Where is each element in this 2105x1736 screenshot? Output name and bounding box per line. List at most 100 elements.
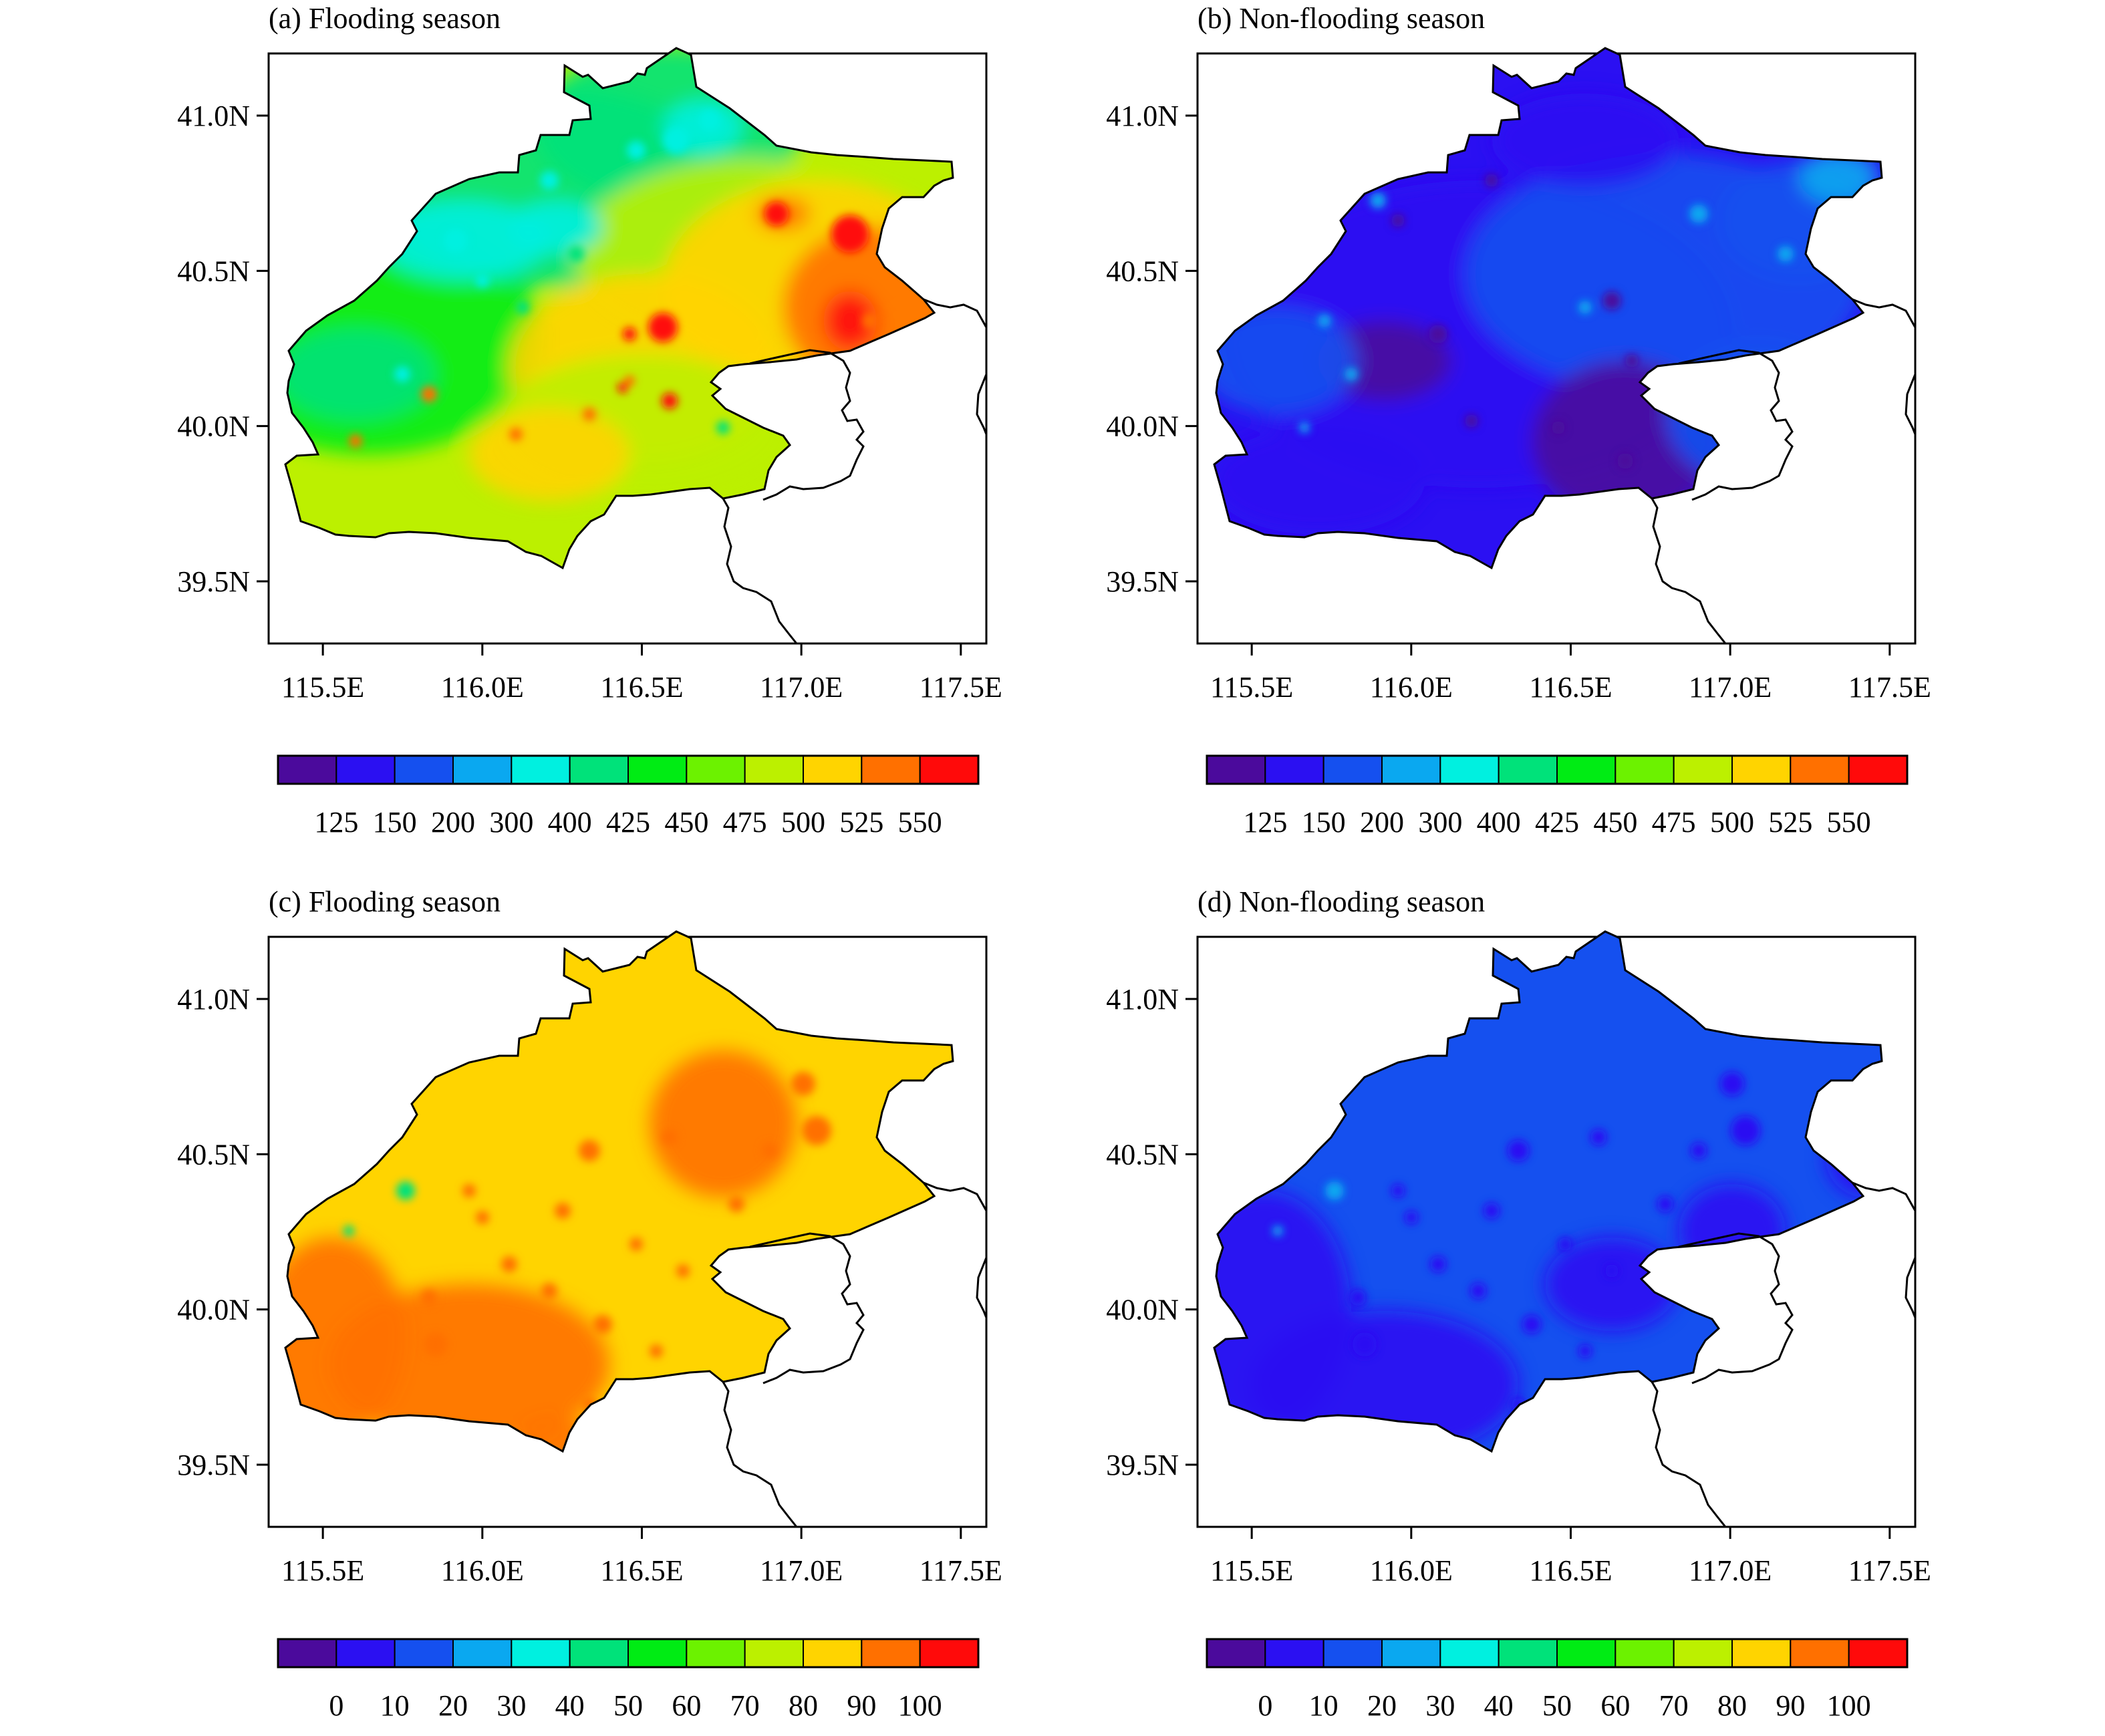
station-dot: [476, 274, 489, 287]
station-dot: [1508, 1140, 1529, 1161]
x-tick-label: 115.5E: [281, 1554, 364, 1587]
colorbar-label: 60: [672, 1689, 701, 1722]
colorbar-label: 40: [555, 1689, 585, 1722]
x-tick-label: 116.5E: [1529, 1554, 1612, 1587]
colorbar-swatch: [1615, 1638, 1675, 1668]
station-dot: [791, 1072, 815, 1096]
colorbar-swatch: [1498, 755, 1558, 784]
station-dot: [699, 110, 720, 131]
colorbar-label: 500: [1710, 806, 1754, 839]
panel-a: (a) Flooding season 115.5E 116.0E 116.5E 11…: [177, 2, 1002, 839]
colorbar-swatch: [744, 755, 804, 784]
contour-fill: [285, 931, 953, 1451]
colorbar-swatch: [686, 1638, 746, 1668]
station-dot: [663, 127, 690, 154]
neighbor-boundary: [976, 374, 988, 435]
station-dot: [676, 1264, 690, 1278]
neighbor-boundary: [1905, 1257, 1917, 1318]
station-dot: [421, 386, 437, 402]
station-dot: [1878, 1276, 1882, 1292]
colorbar-label: 50: [613, 1689, 643, 1722]
y-axis: 41.0N 40.5N 40.0N 39.5N: [177, 983, 269, 1481]
x-tick-label: 116.0E: [1370, 1554, 1453, 1587]
colorbar: 0 10 20 30 40 50 60 70 80 90 100: [277, 1638, 980, 1722]
y-axis: 41.0N 40.5N 40.0N 39.5N: [1106, 983, 1198, 1481]
station-dot: [1405, 1211, 1418, 1224]
colorbar-swatch: [335, 755, 396, 784]
panel-title: (d) Non-flooding season: [1198, 885, 1485, 918]
x-tick-label: 116.0E: [441, 1554, 524, 1587]
contour-fill: [1214, 931, 1882, 1451]
colorbar-swatch: [511, 1638, 571, 1668]
colorbar-swatch: [511, 755, 571, 784]
neighbor-boundary: [1678, 349, 1794, 501]
colorbar-label: 550: [1827, 806, 1871, 839]
station-dot: [1617, 453, 1633, 469]
colorbar-label: 30: [497, 1689, 526, 1722]
station-dot: [509, 428, 523, 441]
colorbar-swatch: [569, 755, 629, 784]
x-tick-label: 116.0E: [1370, 671, 1453, 704]
y-tick-label: 40.0N: [177, 1294, 250, 1326]
x-tick-label: 117.0E: [760, 1554, 843, 1587]
station-dot: [476, 1211, 489, 1224]
map-frame: [267, 52, 988, 645]
station-dot: [1731, 1116, 1760, 1145]
colorbar-label: 90: [847, 1689, 876, 1722]
colorbar-swatch: [1790, 755, 1850, 784]
y-tick-label: 40.5N: [177, 255, 250, 287]
colorbar: 0 10 20 30 40 50 60 70 80 90 100: [1206, 1638, 1909, 1722]
station-dot: [579, 1140, 600, 1161]
y-tick-label: 40.0N: [1106, 410, 1179, 443]
colorbar-swatch: [394, 1638, 454, 1668]
colorbar-swatch: [1322, 755, 1383, 784]
station-dot: [1605, 1264, 1619, 1278]
colorbar-swatch: [1673, 1638, 1733, 1668]
colorbar-swatch: [1848, 755, 1909, 784]
station-dot: [1350, 1290, 1366, 1306]
x-tick-label: 117.5E: [1848, 671, 1931, 704]
colorbar-label: 0: [329, 1689, 343, 1722]
station-dot: [1430, 1256, 1446, 1272]
colorbar-swatch: [394, 755, 454, 784]
x-axis: 115.5E 116.0E 116.5E 117.0E 117.5E: [1210, 643, 1931, 704]
y-tick-label: 41.0N: [177, 983, 250, 1016]
x-tick-label: 117.5E: [1848, 1554, 1931, 1587]
colorbar-label: 200: [1360, 806, 1404, 839]
y-tick-label: 39.5N: [177, 1449, 250, 1481]
colorbar: 125 150 200 300 400 425 450 475 500 525 550: [277, 754, 980, 839]
station-dot: [1625, 354, 1639, 368]
colorbar-label: 300: [489, 806, 533, 839]
colorbar-swatch: [1848, 1638, 1909, 1668]
colorbar-label: 40: [1484, 1689, 1514, 1722]
station-dot: [1558, 1238, 1572, 1251]
colorbar-label: 70: [730, 1689, 760, 1722]
colorbar-swatch: [686, 755, 746, 784]
y-tick-label: 39.5N: [177, 565, 250, 598]
colorbar-swatch: [1206, 1638, 1266, 1668]
x-tick-label: 116.5E: [1529, 671, 1612, 704]
colorbar-label: 100: [898, 1689, 942, 1722]
station-dot: [1691, 1143, 1707, 1159]
station-dot: [516, 301, 529, 314]
contour-fill: [1214, 48, 1882, 568]
panel-c: (c) Flooding season 115.5E 116.0E 116.5E 11…: [177, 885, 1002, 1722]
colorbar-swatch: [1206, 755, 1266, 784]
neighbor-boundary: [749, 349, 865, 501]
colorbar-swatch: [919, 755, 979, 784]
station-dot: [1470, 1283, 1486, 1299]
colorbar-label: 500: [781, 806, 825, 839]
neighbor-boundary: [1678, 1232, 1794, 1385]
station-dot: [1272, 1225, 1283, 1236]
station-dot: [1345, 368, 1358, 381]
station-dot: [540, 171, 559, 190]
station-dot: [627, 141, 646, 160]
station-dot: [802, 1116, 831, 1145]
station-dot: [1485, 174, 1498, 187]
station-dot: [809, 1303, 825, 1319]
colorbar-swatch: [803, 1638, 863, 1668]
y-tick-label: 40.0N: [177, 410, 250, 443]
colorbar-swatch: [1790, 1638, 1850, 1668]
station-dot: [583, 408, 596, 421]
